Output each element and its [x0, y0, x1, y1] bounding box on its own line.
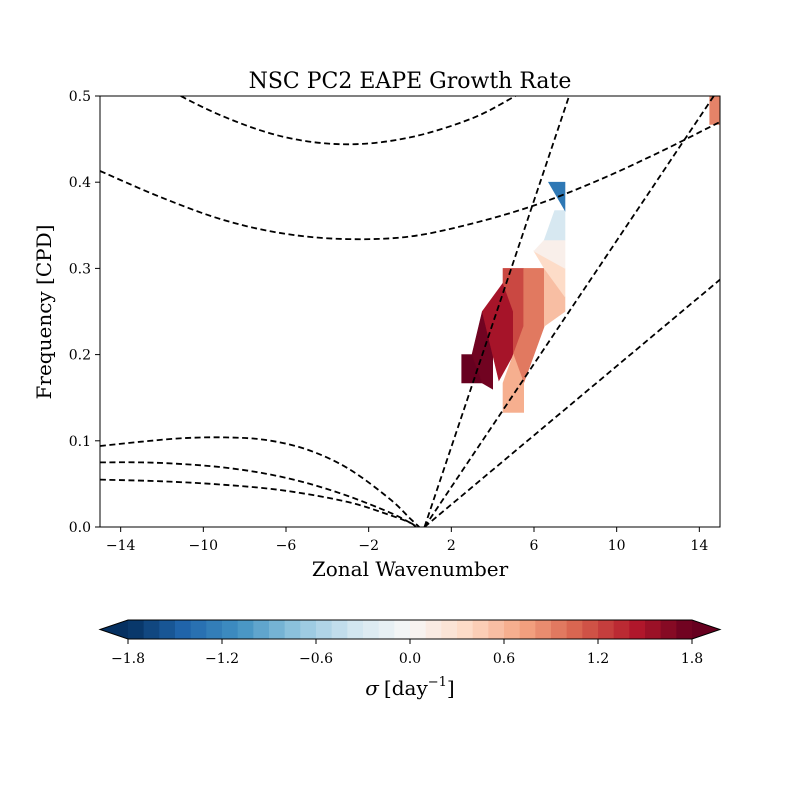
colorbar-level: [566, 620, 583, 639]
colorbar-level: [645, 620, 662, 639]
colorbar-level: [598, 620, 615, 639]
x-tick-label: 10: [608, 538, 626, 554]
colorbar-level: [143, 620, 160, 639]
colorbar-level: [378, 620, 395, 639]
colorbar-level: [457, 620, 474, 639]
colorbar-level: [316, 620, 333, 639]
dispersion-curve: [423, 278, 720, 527]
colorbar-level: [347, 620, 364, 639]
colorbar-level: [410, 620, 427, 639]
x-axis-label: Zonal Wavenumber: [312, 557, 509, 581]
dispersion-curve: [100, 436, 420, 527]
x-tick-label: −14: [106, 538, 136, 554]
colorbar-level: [363, 620, 380, 639]
y-tick-label: 0.0: [69, 520, 91, 536]
growth-rate-contours: [461, 96, 720, 413]
colorbar-tick-label: −1.8: [111, 651, 145, 667]
y-tick-label: 0.3: [69, 261, 91, 277]
colorbar-ticks: −1.8 −1.2 −0.6 0.0 0.6 1.2 1.8: [111, 639, 703, 667]
dispersion-curve: [100, 121, 720, 241]
colorbar-tick-label: −1.2: [205, 651, 239, 667]
colorbar-label: σ [day−1]: [365, 675, 454, 700]
colorbar-level: [175, 620, 192, 639]
x-tick-label: −6: [276, 538, 297, 554]
colorbar-extend-high: [692, 620, 720, 639]
colorbar-level: [269, 620, 286, 639]
y-axis-ticks: 0.0 0.1 0.2 0.3 0.4 0.5: [69, 89, 100, 536]
y-tick-label: 0.5: [69, 89, 91, 105]
colorbar-level: [300, 620, 317, 639]
growth-rate-patch: [547, 181, 566, 212]
growth-rate-patch: [502, 353, 525, 413]
colorbar-level: [253, 620, 270, 639]
colorbar-level: [629, 620, 646, 639]
x-tick-label: 14: [690, 538, 708, 554]
colorbar-level: [441, 620, 458, 639]
colorbar-tick-label: 0.0: [399, 651, 421, 667]
colorbar-level: [488, 620, 505, 639]
x-tick-label: −2: [358, 538, 379, 554]
colorbar-level: [660, 620, 677, 639]
colorbar-extend-low: [100, 620, 128, 639]
colorbar-tick-label: −0.6: [299, 651, 333, 667]
colorbar-level: [504, 620, 521, 639]
dispersion-curve: [178, 96, 516, 146]
colorbar-level: [190, 620, 207, 639]
y-tick-label: 0.4: [69, 175, 91, 191]
colorbar-label-exponent: −1: [428, 675, 447, 690]
colorbar-level: [519, 620, 536, 639]
colorbar-level: [472, 620, 489, 639]
colorbar: [98, 619, 722, 640]
colorbar-level: [582, 620, 599, 639]
colorbar-level: [284, 620, 301, 639]
chart-title: NSC PC2 EAPE Growth Rate: [249, 69, 572, 94]
dispersion-curve: [423, 96, 715, 527]
colorbar-level: [535, 620, 552, 639]
colorbar-label-unit: [day: [384, 676, 429, 700]
x-tick-label: −10: [189, 538, 219, 554]
y-axis-label: Frequency [CPD]: [32, 225, 56, 400]
colorbar-level: [206, 620, 223, 639]
colorbar-level: [222, 620, 239, 639]
colorbar-level: [237, 620, 254, 639]
x-axis-ticks: −14 −10 −6 −2 2 6 10 14: [106, 527, 708, 554]
colorbar-level: [331, 620, 348, 639]
colorbar-tick-label: 1.8: [681, 651, 703, 667]
colorbar-tick-label: 0.6: [493, 651, 515, 667]
colorbar-tick-label: 1.2: [587, 651, 609, 667]
y-tick-label: 0.2: [69, 348, 91, 364]
colorbar-level: [613, 620, 630, 639]
colorbar-label-close: ]: [447, 676, 455, 700]
colorbar-level: [676, 620, 693, 639]
growth-rate-patch: [543, 210, 566, 241]
dispersion-curves: [100, 96, 720, 527]
y-tick-label: 0.1: [69, 434, 91, 450]
colorbar-level: [551, 620, 568, 639]
dispersion-curve: [100, 461, 417, 527]
colorbar-level: [159, 620, 176, 639]
growth-rate-patch: [709, 96, 720, 125]
colorbar-level: [128, 620, 145, 639]
plot-frame: [99, 95, 721, 528]
x-tick-label: 2: [447, 538, 456, 554]
dispersion-curve: [100, 478, 417, 527]
colorbar-label-symbol: σ: [365, 676, 380, 700]
x-tick-label: 6: [530, 538, 539, 554]
colorbar-level: [425, 620, 442, 639]
colorbar-level: [394, 620, 411, 639]
